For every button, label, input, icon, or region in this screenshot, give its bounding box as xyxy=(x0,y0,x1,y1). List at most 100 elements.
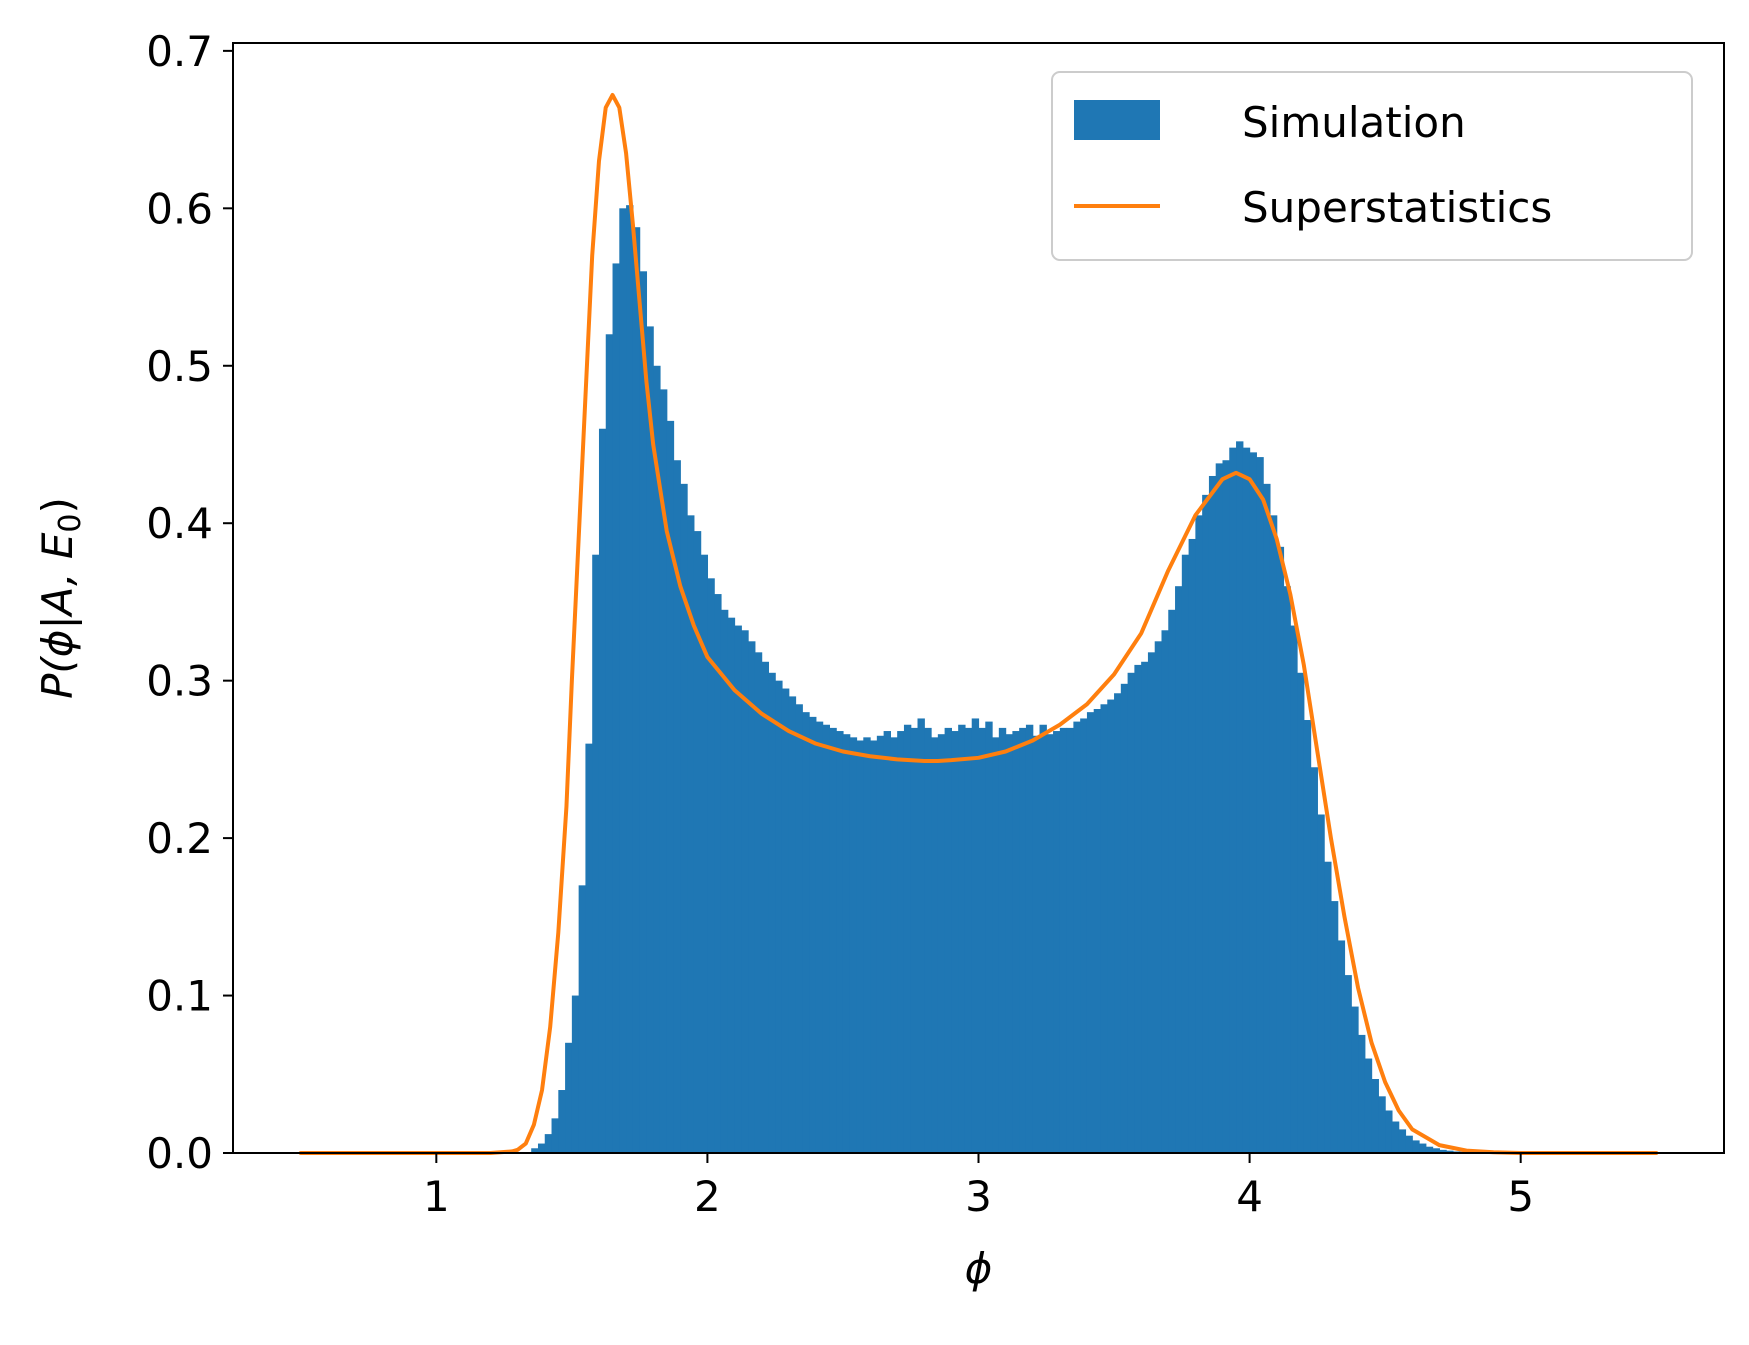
histogram-bar xyxy=(537,1143,546,1153)
histogram-bar xyxy=(992,737,1000,1153)
histogram-bar xyxy=(1025,724,1034,1153)
histogram-bar xyxy=(849,737,858,1153)
histogram-bar xyxy=(1425,1146,1434,1153)
histogram-bar xyxy=(1229,447,1237,1153)
histogram-bar xyxy=(1147,652,1156,1153)
histogram-bar xyxy=(714,594,722,1153)
histogram-bar xyxy=(1330,901,1339,1153)
histogram-bar xyxy=(1378,1096,1386,1153)
histogram-bar xyxy=(1175,586,1183,1153)
histogram-bar xyxy=(836,731,844,1153)
x-tick-label: 4 xyxy=(1236,1172,1263,1221)
histogram-bar xyxy=(619,208,627,1153)
legend-box xyxy=(1051,71,1693,261)
histogram-bar xyxy=(598,428,607,1153)
histogram-bar xyxy=(1236,441,1244,1154)
y-axis-label-close: ) xyxy=(33,497,82,513)
histogram-bar xyxy=(964,727,973,1153)
histogram-bar xyxy=(693,531,702,1153)
histogram-bar xyxy=(646,326,654,1153)
histogram-bar xyxy=(748,641,756,1153)
histogram-bar xyxy=(944,727,952,1153)
histogram-bar xyxy=(1181,554,1190,1153)
histogram-bar xyxy=(1419,1143,1427,1153)
histogram-bar xyxy=(1202,494,1210,1153)
histogram-bar xyxy=(626,205,634,1154)
superstatistics-curve xyxy=(298,92,1659,1155)
y-tick-label: 0.2 xyxy=(146,814,213,863)
histogram-bar xyxy=(1100,704,1108,1153)
legend-simulation-swatch xyxy=(1074,100,1160,140)
histogram-bar xyxy=(768,672,776,1153)
histogram-bar xyxy=(775,680,783,1153)
histogram-bar xyxy=(754,652,763,1153)
histogram-bar xyxy=(1039,724,1047,1153)
histogram-bar xyxy=(571,995,580,1153)
histogram-bar xyxy=(876,735,885,1153)
histogram-bar xyxy=(897,731,905,1153)
histogram-bar xyxy=(815,721,824,1153)
y-tick-label: 0.7 xyxy=(146,27,213,76)
histogram-bar xyxy=(1263,483,1271,1154)
x-axis-label: ϕ xyxy=(965,1244,993,1293)
histogram-bars xyxy=(531,205,1474,1154)
histogram-bar xyxy=(870,740,878,1153)
legend-simulation-label: Simulation xyxy=(1242,98,1466,147)
histogram-bar xyxy=(1127,672,1135,1153)
histogram-bar xyxy=(1012,731,1020,1153)
histogram-bar xyxy=(544,1134,553,1153)
histogram-bar xyxy=(578,885,587,1153)
histogram-bar xyxy=(1290,625,1298,1153)
histogram-bar xyxy=(1019,727,1027,1153)
histogram-bar xyxy=(612,263,620,1153)
y-tick-label: 0.3 xyxy=(146,657,213,706)
histogram-bar xyxy=(1073,721,1081,1153)
histogram-bar xyxy=(1066,727,1074,1153)
histogram-bar xyxy=(1249,452,1257,1153)
histogram-bar xyxy=(1385,1110,1393,1153)
histogram-bar xyxy=(903,724,912,1153)
histogram-bar xyxy=(1032,735,1041,1153)
histogram-bar xyxy=(1134,664,1142,1153)
histogram-bar xyxy=(937,734,946,1153)
y-axis-label-subscript: 0 xyxy=(53,513,88,532)
y-tick-label: 0.1 xyxy=(146,972,213,1021)
y-tick-label: 0.5 xyxy=(146,342,213,391)
histogram-bar xyxy=(998,727,1007,1153)
histogram-bar xyxy=(781,688,790,1153)
histogram-bar xyxy=(531,1148,539,1153)
histogram-bar xyxy=(1005,734,1013,1153)
y-axis-ticks: 0.0 0.1 0.2 0.3 0.4 0.5 0.6 0.7 xyxy=(146,27,233,1178)
histogram-bar xyxy=(978,727,986,1153)
histogram-bar xyxy=(1310,767,1318,1153)
histogram-bar xyxy=(1405,1135,1413,1153)
histogram-bar xyxy=(842,734,851,1153)
histogram-bar xyxy=(700,554,709,1153)
histogram-bar xyxy=(1208,475,1217,1154)
histogram-bar xyxy=(720,609,729,1153)
histogram-bar xyxy=(1059,727,1068,1153)
histogram-bar xyxy=(1303,720,1312,1153)
histogram-bar xyxy=(958,724,966,1153)
histogram-bar xyxy=(659,389,668,1153)
histogram-bar xyxy=(1351,1006,1359,1153)
histogram-bar xyxy=(632,227,641,1153)
histogram-bar xyxy=(707,578,715,1153)
histogram-bar xyxy=(1283,586,1291,1153)
legend: Simulation Superstatistics xyxy=(1051,71,1693,261)
y-axis-label: P(ϕ|A, E0) xyxy=(33,497,88,699)
histogram-bar xyxy=(924,727,932,1153)
histogram-bar xyxy=(1371,1079,1379,1153)
histogram-bar xyxy=(687,515,695,1153)
histogram-bar xyxy=(1154,641,1163,1153)
histogram-bar xyxy=(931,737,939,1153)
histogram-bar xyxy=(1141,661,1149,1153)
histogram-bar xyxy=(653,365,661,1153)
histogram-bar xyxy=(1242,447,1251,1153)
histogram-bar xyxy=(639,271,648,1153)
y-tick-label: 0.6 xyxy=(146,184,213,233)
histogram-bar xyxy=(1222,460,1230,1154)
histogram-bar xyxy=(985,721,993,1153)
histogram-bar xyxy=(734,625,742,1153)
histogram-bar xyxy=(829,727,837,1153)
